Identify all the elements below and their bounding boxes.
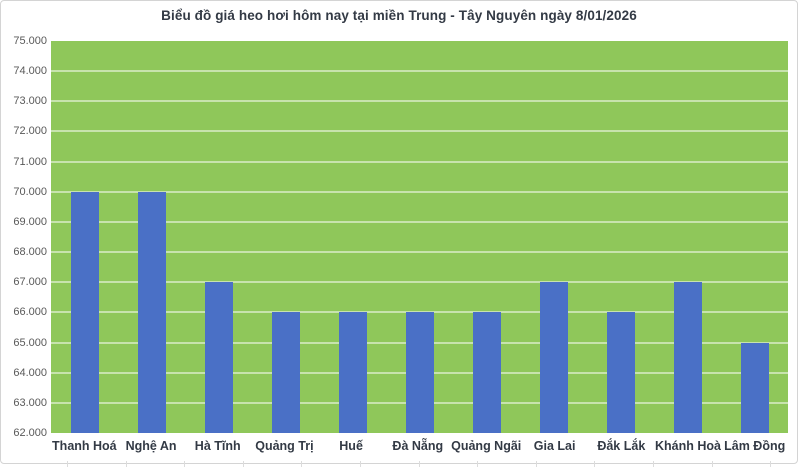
bar-Đắk Lắk xyxy=(606,312,635,433)
bar-Quảng Trị xyxy=(271,312,300,433)
bottom-edge-tick xyxy=(67,461,68,467)
x-tick-label: Quảng Trị xyxy=(255,439,314,453)
bar-Quảng Ngãi xyxy=(472,312,501,433)
y-tick-label: 62.000 xyxy=(13,427,47,439)
bottom-edge-tick xyxy=(360,461,361,467)
x-tick-label: Lâm Đồng xyxy=(724,439,786,453)
gridline xyxy=(51,251,788,254)
bottom-edge-tick xyxy=(243,461,244,467)
bar-Đà Nẵng xyxy=(405,312,434,433)
y-tick-label: 74.000 xyxy=(13,65,47,78)
gridline xyxy=(51,190,788,193)
gridline xyxy=(51,160,788,163)
bottom-edge-tick xyxy=(536,461,537,467)
y-tick-label: 63.000 xyxy=(13,396,47,409)
y-tick-label: 65.000 xyxy=(13,336,47,349)
gridline xyxy=(51,70,788,73)
bottom-edge-tick xyxy=(184,461,185,467)
bottom-edge-tick xyxy=(653,461,654,467)
bar-Hà Tĩnh xyxy=(204,282,233,433)
y-tick-label: 72.000 xyxy=(13,125,47,138)
bar-Huế xyxy=(338,312,367,433)
gridline xyxy=(51,220,788,223)
bottom-edge-tick xyxy=(594,461,595,467)
y-tick-label: 66.000 xyxy=(13,306,47,319)
bottom-edge-tick xyxy=(301,461,302,467)
chart-title: Biểu đồ giá heo hơi hôm nay tại miền Tru… xyxy=(161,8,637,23)
y-tick-label: 64.000 xyxy=(13,366,47,379)
gridline xyxy=(51,130,788,133)
x-tick-label: Gia Lai xyxy=(533,439,576,453)
gridline xyxy=(51,100,788,103)
bar-Khánh Hoà xyxy=(673,282,702,433)
gridline xyxy=(51,281,788,284)
plot-area xyxy=(51,41,788,433)
bar-Gia Lai xyxy=(539,282,568,433)
y-tick-label: 71.000 xyxy=(13,155,47,168)
x-axis: Thanh Hoá Nghệ An Hà Tĩnh Quảng Trị Huế Đà Nẵ… xyxy=(51,439,788,453)
x-tick-label: Đà Nẵng xyxy=(392,439,444,453)
bottom-edge-tick xyxy=(419,461,420,467)
bottom-edge-tick xyxy=(712,461,713,467)
bottom-edge-tick xyxy=(770,461,771,467)
x-tick-label: Thanh Hoá xyxy=(52,439,117,453)
x-tick-label: Đắk Lắk xyxy=(597,439,646,453)
y-tick-label: 67.000 xyxy=(13,276,47,289)
y-tick-label: 68.000 xyxy=(13,246,47,259)
y-tick-label: 70.000 xyxy=(13,185,47,198)
bar-Thanh Hoá xyxy=(70,191,99,433)
x-tick-label: Quảng Ngãi xyxy=(451,439,522,453)
y-tick-label: 69.000 xyxy=(13,215,47,228)
x-tick-label: Hà Tĩnh xyxy=(194,439,241,453)
gridline xyxy=(51,311,788,314)
bar-Nghệ An xyxy=(137,191,166,433)
bar-Lâm Đồng xyxy=(740,342,769,433)
y-axis: 62.000 63.000 64.000 65.000 66.000 67.000 68.0… xyxy=(1,1,47,467)
y-tick-label: 73.000 xyxy=(13,95,47,108)
x-tick-label: Khánh Hoà xyxy=(655,439,721,453)
x-tick-label: Nghệ An xyxy=(125,439,177,453)
bottom-table-row-edge xyxy=(1,460,800,467)
x-tick-label: Huế xyxy=(339,439,363,453)
bottom-edge-tick xyxy=(477,461,478,467)
y-tick-label: 75.000 xyxy=(13,35,47,47)
bottom-edge-tick xyxy=(126,461,127,467)
